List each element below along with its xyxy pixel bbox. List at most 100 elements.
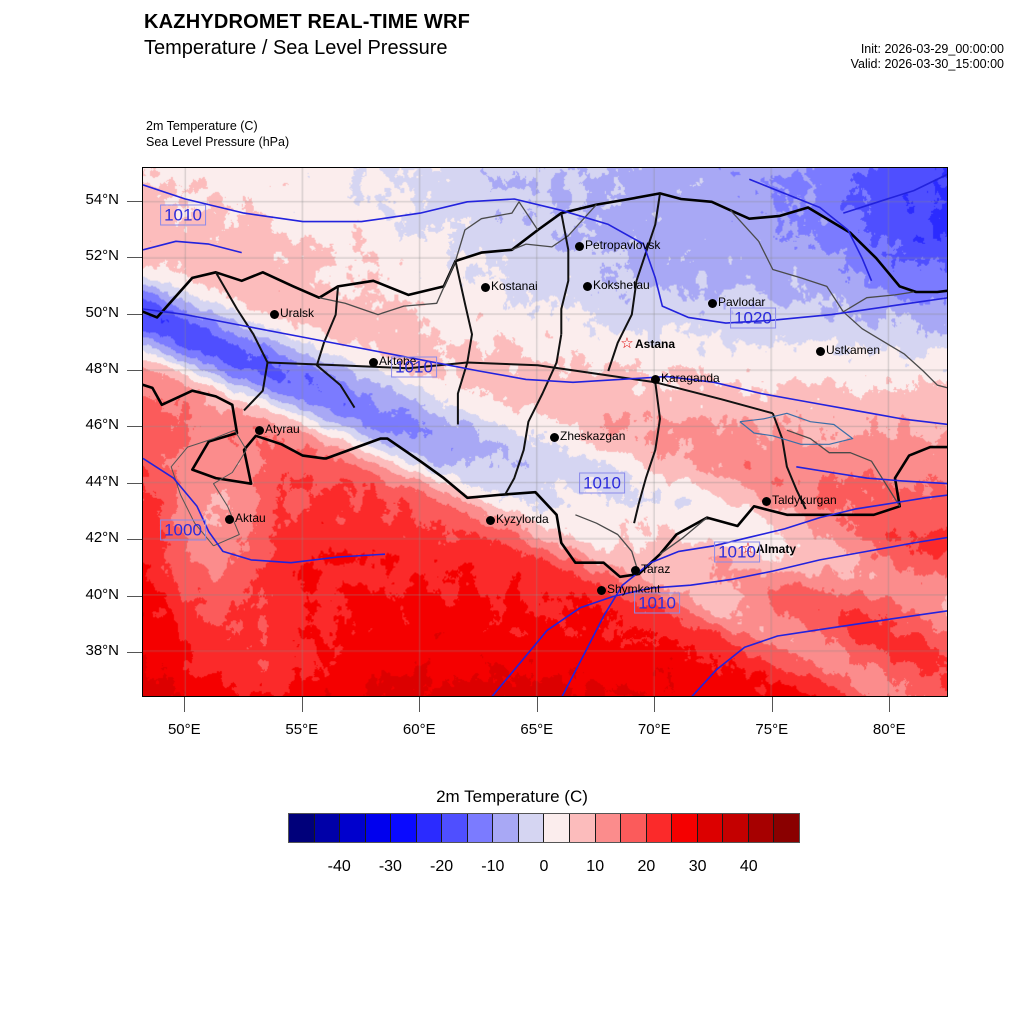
oblast-border [607,193,661,372]
page-title: KAZHYDROMET REAL-TIME WRF [144,11,471,33]
colorbar-cell [774,814,799,842]
city-dot-icon [254,425,264,435]
isobar-contour [143,184,947,324]
colorbar-tick-label: 40 [739,858,758,875]
colorbar-cell [493,814,519,842]
colorbar-tick-label: 10 [586,858,605,875]
city-dot-icon [480,282,490,292]
isobar-label: 1010 [391,356,437,378]
colorbar-cell [416,814,443,842]
oblast-border [771,412,807,510]
isobar-label: 1000 [160,519,206,541]
y-axis-tick [127,595,142,597]
map-vector-overlay [143,173,947,696]
weather-map[interactable]: Petropavlovsk Kostanai Kokshetau Pavlodar Ur… [142,167,948,697]
y-axis-tick [127,313,142,315]
y-axis-label: 40°N [85,585,119,603]
city-label: Almaty [756,542,797,556]
isobar-label: 1010 [714,541,760,563]
city-label: Astana [635,337,676,351]
init-time-label: Init: 2026-03-29_00:00:00 [860,42,1004,56]
colorbar-tick-labels: -40 -30 -20 -10 0 10 20 30 40 [288,858,800,880]
y-axis-tick [127,200,142,202]
colorbar-tick-label: -10 [481,858,505,875]
y-axis-label: 48°N [85,359,119,377]
city-dot-icon [224,514,234,524]
y-axis-label: 54°N [85,190,119,208]
y-axis-tick [127,651,142,653]
map-annotation-layer: Petropavlovsk Kostanai Kokshetau Pavlodar Ur… [143,168,947,696]
colorbar-tick-label: 0 [539,858,549,875]
admin-boundary [319,260,457,316]
valid-time-label: Valid: 2026-03-30_15:00:00 [850,57,1004,71]
x-axis-tick [771,697,773,712]
y-axis-tick [127,369,142,371]
oblast-border [267,361,774,415]
city-dot-icon [549,432,559,442]
oblast-border [214,271,269,412]
city-dot-icon [707,298,717,308]
y-axis-label: 50°N [85,303,119,321]
colorbar-cell [672,814,698,842]
colorbar-title: 2m Temperature (C) [436,787,588,806]
colorbar-cell [570,814,596,842]
city-label: Aktobe [379,354,417,368]
isobar-label: 1010 [160,204,206,226]
colorbar-cell [544,814,571,842]
city-label: Taldykurgan [772,493,837,507]
oblast-border [315,286,356,409]
y-axis-tick [127,426,142,428]
x-axis-label: 65°E [520,721,554,738]
colorbar-cell [518,814,545,842]
x-axis-tick [654,697,656,712]
colorbar-cell [314,814,341,842]
admin-boundary [511,204,597,251]
city-dot-icon [368,357,378,367]
city-dot-icon [596,585,606,595]
isobar-contour [491,536,947,696]
admin-boundary [842,291,914,313]
admin-boundary [659,517,708,555]
colorbar-cell [340,814,366,842]
oblast-border [560,212,570,335]
city-dot-icon [815,346,825,356]
field-legend: 2m Temperature (C) Sea Level Pressure (h… [146,118,289,150]
isobar-contour [796,466,947,485]
colorbar-tick-label: -30 [378,858,402,875]
y-axis-label: 38°N [85,641,119,659]
page-subtitle: Temperature / Sea Level Pressure [144,37,448,59]
colorbar-cell [595,814,622,842]
y-axis-label: 42°N [85,529,119,547]
colorbar-cell [365,814,392,842]
colorbar-tick-label: 20 [637,858,656,875]
admin-boundary [454,201,539,262]
city-label: Aktau [235,511,266,525]
x-axis-tick [536,697,538,712]
oblast-border [454,260,473,425]
oblast-border [633,382,661,524]
isobar-label: 1020 [730,307,776,329]
isobar-contour [749,178,873,282]
x-axis-label: 50°E [167,721,201,738]
model-run-info: Init: 2026-03-29_00:00:00 Valid: 2026-03… [704,42,1004,72]
colorbar-tick-label: 30 [688,858,707,875]
isobar-contour [843,173,947,214]
caspian-shoreline [170,429,247,547]
x-axis-tick [889,697,891,712]
capital-star-icon: ☆ [620,335,634,352]
capital-star-icon: ☆ [741,540,755,557]
x-axis-tick [419,697,421,712]
city-dot-icon [574,241,584,251]
city-dot-icon [485,515,495,525]
city-dot-icon [761,496,771,506]
x-axis-label: 55°E [285,721,319,738]
colorbar-cell [442,814,468,842]
city-label: Petropavlovsk [585,238,661,252]
title-block: KAZHYDROMET REAL-TIME WRF Temperature / … [144,10,744,61]
colorbar-cell [621,814,647,842]
colorbar [288,813,800,843]
isobar-label: 1010 [579,472,625,494]
y-axis-label: 46°N [85,416,119,434]
colorbar-tick-label: -40 [327,858,351,875]
city-label: Zheskazgan [560,429,626,443]
